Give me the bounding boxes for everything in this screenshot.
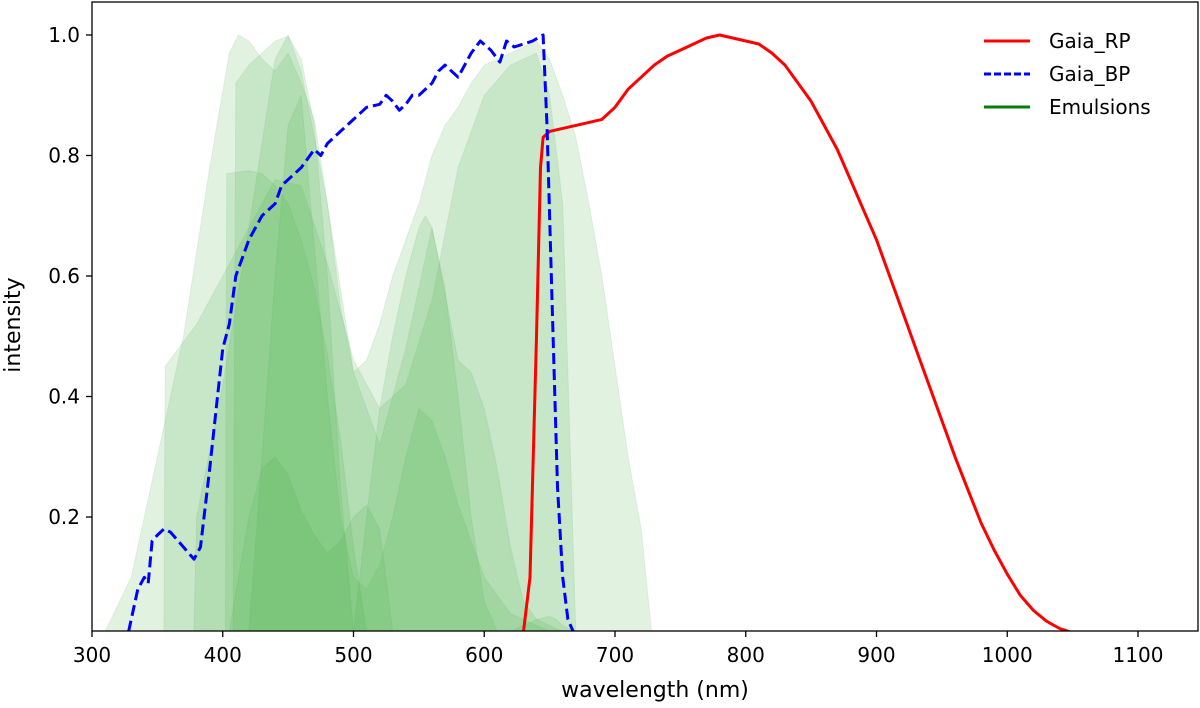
emulsion-areas xyxy=(104,33,653,631)
x-tick-label: 1000 xyxy=(982,643,1033,667)
emulsion-area xyxy=(193,33,563,631)
y-axis-label: intensity xyxy=(1,277,26,372)
legend-label: Gaia_RP xyxy=(1049,29,1131,53)
x-tick-label: 1100 xyxy=(1113,643,1164,667)
x-axis-label: wavelength (nm) xyxy=(561,678,749,703)
x-tick-label: 600 xyxy=(465,643,503,667)
emulsion-area xyxy=(248,95,550,631)
legend: Gaia_RP Gaia_BP Emulsions xyxy=(984,29,1151,119)
y-tick-label: 0.2 xyxy=(48,505,80,529)
x-axis: 300 400 500 600 700 800 900 1000 1100 xyxy=(73,631,1164,667)
y-axis: 0.2 0.4 0.6 0.8 1.0 xyxy=(48,23,92,529)
x-tick-label: 800 xyxy=(727,643,765,667)
legend-label: Emulsions xyxy=(1049,95,1151,119)
x-tick-label: 500 xyxy=(334,643,372,667)
x-tick-label: 400 xyxy=(204,643,242,667)
x-tick-label: 900 xyxy=(857,643,895,667)
emulsion-area xyxy=(224,170,368,631)
x-tick-label: 700 xyxy=(596,643,634,667)
gaia-bp-line xyxy=(127,33,575,631)
gaia-rp-line xyxy=(522,33,1073,631)
y-tick-label: 0.6 xyxy=(48,264,80,288)
legend-label: Gaia_BP xyxy=(1049,62,1130,86)
x-tick-label: 300 xyxy=(73,643,111,667)
y-tick-label: 1.0 xyxy=(48,23,80,47)
emulsion-area xyxy=(510,615,590,631)
emulsion-area xyxy=(232,35,354,631)
emulsion-area xyxy=(228,456,394,631)
emulsion-area xyxy=(163,52,577,631)
y-tick-label: 0.4 xyxy=(48,385,80,409)
y-tick-label: 0.8 xyxy=(48,144,80,168)
emulsion-area xyxy=(104,34,653,631)
plot-frame xyxy=(91,1,1199,632)
data-lines xyxy=(127,33,1073,631)
emulsion-area xyxy=(353,214,498,631)
